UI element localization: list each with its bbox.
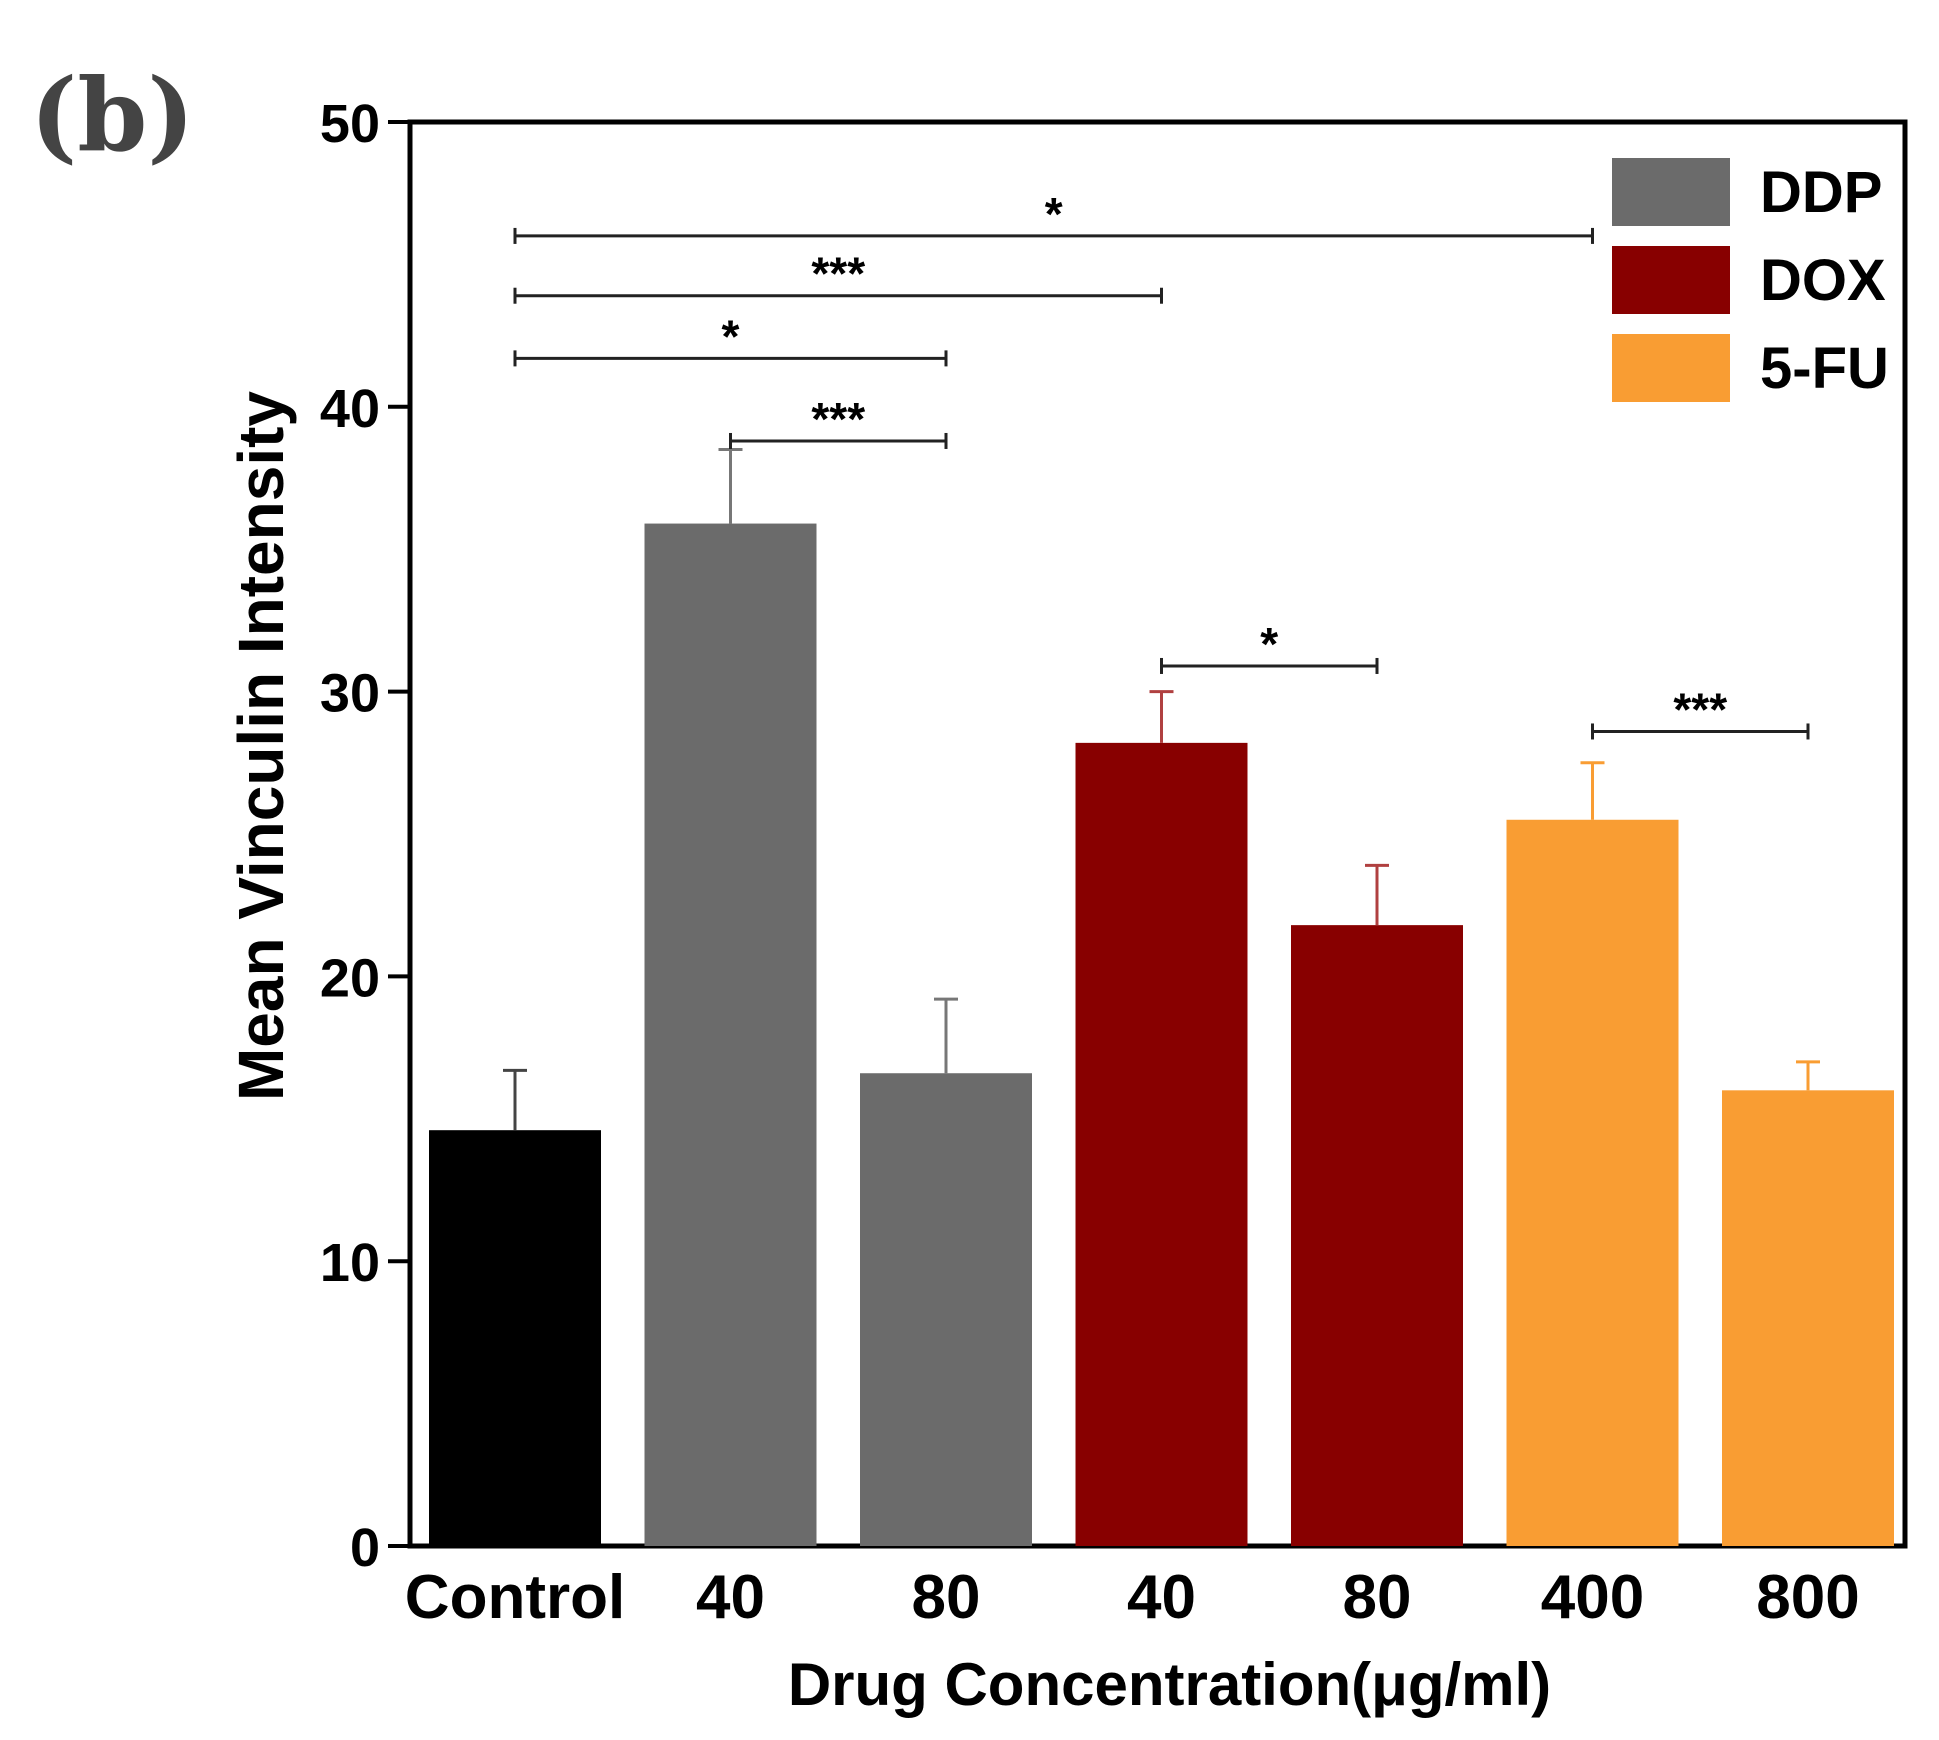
x-tick-label: 400: [1541, 1563, 1644, 1632]
bar: [644, 523, 817, 1546]
y-tick-label: 10: [320, 1233, 380, 1293]
legend-label: DDP: [1760, 160, 1882, 225]
y-axis-label: Mean Vinculin Intensity: [225, 391, 297, 1101]
bar: [429, 1130, 601, 1546]
significance-label: *: [1260, 618, 1278, 670]
legend-label: DOX: [1760, 248, 1886, 313]
significance-label: ***: [1673, 683, 1727, 735]
x-tick-label: 80: [912, 1563, 981, 1632]
significance-label: ***: [811, 248, 865, 300]
x-tick-label: 80: [1343, 1563, 1412, 1632]
bar: [1075, 742, 1248, 1546]
bar: [860, 1073, 1032, 1546]
significance-label: *: [722, 310, 740, 362]
significance-label: *: [1045, 188, 1063, 240]
significance-label: ***: [811, 393, 865, 445]
legend-label: 5-FU: [1760, 336, 1889, 401]
y-tick-label: 0: [350, 1518, 380, 1578]
legend-swatch: [1612, 158, 1730, 226]
bar: [1722, 1090, 1894, 1546]
bar: [1291, 925, 1463, 1546]
x-tick-label: 40: [696, 1563, 765, 1632]
y-tick-label: 40: [320, 379, 380, 439]
y-tick-label: 30: [320, 664, 380, 724]
x-tick-label: Control: [405, 1563, 625, 1632]
x-axis-label: Drug Concentration(μg/ml): [788, 1651, 1551, 1718]
panel-label: (b): [30, 56, 195, 174]
bar: [1506, 819, 1679, 1546]
x-tick-label: 800: [1756, 1563, 1859, 1632]
legend-swatch: [1612, 246, 1730, 314]
x-tick-label: 40: [1127, 1563, 1196, 1632]
legend-swatch: [1612, 334, 1730, 402]
y-tick-label: 50: [320, 94, 380, 154]
y-tick-label: 20: [320, 948, 380, 1008]
